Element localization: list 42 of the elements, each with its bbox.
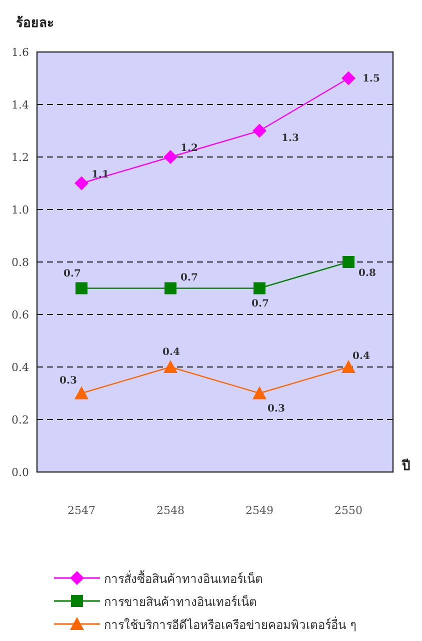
x-tick-label: 2550 bbox=[334, 504, 362, 517]
point bbox=[74, 386, 88, 400]
data-label: 1.5 bbox=[362, 73, 380, 84]
data-label: 0.4 bbox=[162, 347, 180, 358]
x-axis-title: ปี bbox=[401, 458, 410, 474]
data-label: 0.3 bbox=[268, 403, 285, 414]
data-label: 0.7 bbox=[180, 272, 198, 284]
text: 1.2 bbox=[12, 151, 29, 164]
y-axis-title: ร้อยละ bbox=[16, 15, 54, 31]
point bbox=[164, 150, 178, 164]
point bbox=[76, 282, 88, 294]
point bbox=[342, 71, 356, 86]
x-tick-label: 2548 bbox=[156, 504, 184, 517]
text: 0.2 bbox=[12, 414, 29, 426]
data-label: 1.1 bbox=[92, 169, 109, 180]
legend-label: การขายสินค้าทางอินเทอร์เน็ต bbox=[104, 594, 257, 609]
text: 0.0 bbox=[12, 466, 29, 479]
point bbox=[342, 256, 354, 268]
data-label: 0.7 bbox=[252, 298, 269, 310]
point bbox=[164, 360, 178, 373]
text: 0.6 bbox=[12, 308, 29, 322]
point bbox=[252, 124, 266, 138]
legend-label: การสั่งซื้อสินค้าทางอินเทอร์เน็ต bbox=[104, 570, 263, 586]
point bbox=[342, 360, 356, 373]
data-label: 1.3 bbox=[282, 132, 299, 144]
text: 1.0 bbox=[12, 204, 29, 216]
point bbox=[252, 386, 266, 400]
data-label: 0.4 bbox=[352, 351, 370, 362]
point bbox=[254, 282, 266, 294]
data-label: 1.2 bbox=[180, 143, 198, 154]
data-label: 0.7 bbox=[64, 268, 81, 280]
text: 1.6 bbox=[12, 46, 29, 59]
text: 1.4 bbox=[12, 98, 29, 112]
data-label: 0.3 bbox=[60, 375, 77, 386]
x-tick-label: 2547 bbox=[68, 504, 96, 517]
text: 0.4 bbox=[12, 361, 29, 374]
data-label: 0.8 bbox=[358, 268, 376, 279]
x-tick-label: 2549 bbox=[246, 504, 274, 517]
text: 0.8 bbox=[12, 256, 29, 269]
point bbox=[74, 176, 88, 190]
point bbox=[164, 282, 176, 294]
legend-label: การใช้บริการอีดีไอหรือเครือข่ายคอมพิวเตอร์อื่น ๆ bbox=[104, 616, 356, 632]
